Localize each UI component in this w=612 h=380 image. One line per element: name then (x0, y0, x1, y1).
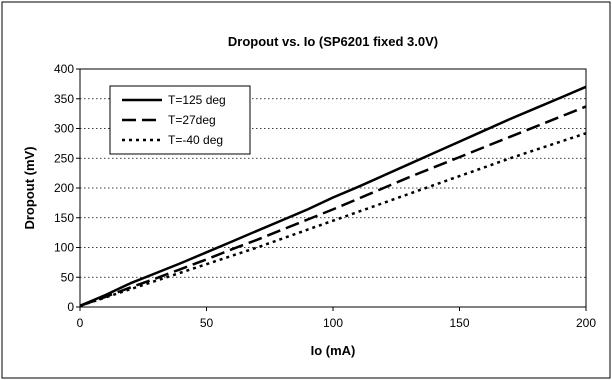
series-lines (79, 85, 587, 307)
axes (76, 68, 587, 311)
legend: T=125 deg T=27deg T=-40 deg (109, 85, 251, 155)
x-tick-label: 200 (576, 316, 596, 330)
y-tick-label: 300 (54, 122, 74, 136)
legend-label-1: T=125 deg (168, 93, 226, 107)
x-tick-label: 50 (200, 316, 214, 330)
x-tick-label: 0 (77, 316, 84, 330)
y-axis-label: Dropout (mV) (22, 146, 37, 229)
series-line-3 (79, 132, 587, 307)
legend-label-3: T=-40 deg (168, 133, 223, 147)
legend-box (109, 85, 251, 155)
tick-labels: 0 50 100 150 200 250 300 350 400 0 50 100 150 200 (54, 62, 596, 330)
series-line-2 (79, 105, 587, 307)
x-axis-label: Io (mA) (311, 343, 356, 358)
legend-label-2: T=27deg (168, 113, 216, 127)
y-tick-label: 350 (54, 92, 74, 106)
x-tick-label: 100 (323, 316, 343, 330)
y-tick-label: 50 (61, 270, 75, 284)
y-tick-label: 400 (54, 62, 74, 76)
y-tick-label: 0 (67, 300, 74, 314)
y-tick-label: 100 (54, 241, 74, 255)
y-tick-label: 150 (54, 211, 74, 225)
chart-title: Dropout vs. Io (SP6201 fixed 3.0V) (228, 34, 438, 49)
x-tick-label: 150 (449, 316, 469, 330)
y-tick-label: 250 (54, 151, 74, 165)
y-tick-label: 200 (54, 181, 74, 195)
series-line-1 (79, 85, 587, 307)
